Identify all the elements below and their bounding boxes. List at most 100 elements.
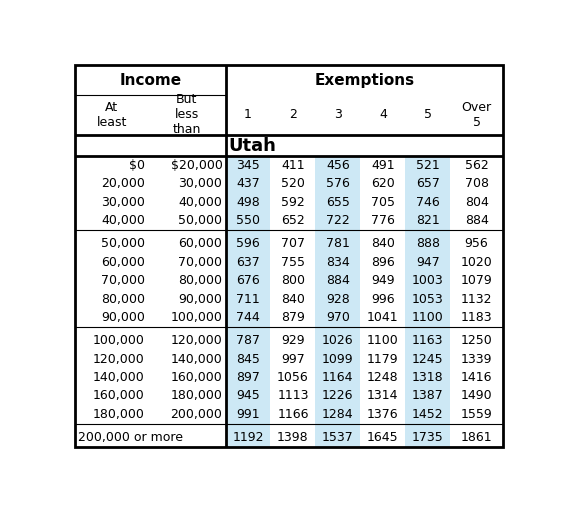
Text: 200,000 or more: 200,000 or more (78, 431, 183, 444)
Text: 160,000: 160,000 (93, 389, 145, 403)
Text: 1132: 1132 (461, 293, 492, 306)
Text: 40,000: 40,000 (179, 196, 222, 209)
Text: 947: 947 (416, 256, 440, 269)
Text: 1248: 1248 (367, 371, 399, 384)
Text: 120,000: 120,000 (171, 334, 222, 347)
Text: 80,000: 80,000 (101, 293, 145, 306)
Text: 1041: 1041 (367, 311, 399, 324)
Text: 2: 2 (289, 108, 297, 121)
Text: 1398: 1398 (277, 431, 309, 444)
Text: 840: 840 (371, 237, 395, 250)
Text: But
less
than: But less than (173, 93, 201, 136)
Text: 491: 491 (371, 159, 395, 172)
Text: 657: 657 (416, 177, 440, 191)
Text: 160,000: 160,000 (171, 371, 222, 384)
Text: 437: 437 (236, 177, 260, 191)
Text: 120,000: 120,000 (93, 352, 145, 366)
Text: 800: 800 (281, 274, 305, 287)
Text: 755: 755 (281, 256, 305, 269)
Text: 30,000: 30,000 (101, 196, 145, 209)
Text: 411: 411 (281, 159, 305, 172)
Text: 592: 592 (281, 196, 305, 209)
Text: 40,000: 40,000 (101, 214, 145, 227)
Text: 996: 996 (371, 293, 395, 306)
Text: 1179: 1179 (367, 352, 399, 366)
Text: 1079: 1079 (461, 274, 492, 287)
Text: $20,000: $20,000 (170, 159, 222, 172)
Text: 5: 5 (424, 108, 432, 121)
Text: 1645: 1645 (367, 431, 399, 444)
Text: 707: 707 (281, 237, 305, 250)
Text: 1192: 1192 (232, 431, 264, 444)
Text: 1416: 1416 (461, 371, 492, 384)
Bar (315, 156, 360, 447)
Text: 456: 456 (326, 159, 350, 172)
Text: 50,000: 50,000 (178, 214, 222, 227)
Text: 1376: 1376 (367, 408, 399, 421)
Text: 1163: 1163 (412, 334, 443, 347)
Text: 821: 821 (416, 214, 440, 227)
Text: 345: 345 (236, 159, 260, 172)
Text: $0: $0 (129, 159, 145, 172)
Text: 1053: 1053 (412, 293, 444, 306)
Text: 90,000: 90,000 (101, 311, 145, 324)
Text: 1314: 1314 (367, 389, 399, 403)
Text: 1452: 1452 (412, 408, 444, 421)
Text: 1166: 1166 (277, 408, 309, 421)
Text: 200,000: 200,000 (170, 408, 222, 421)
Text: 1164: 1164 (322, 371, 354, 384)
Text: 1735: 1735 (412, 431, 444, 444)
Text: 498: 498 (236, 196, 260, 209)
Text: 652: 652 (281, 214, 305, 227)
Text: 705: 705 (371, 196, 395, 209)
Text: 781: 781 (326, 237, 350, 250)
Text: 60,000: 60,000 (179, 237, 222, 250)
Text: 997: 997 (281, 352, 305, 366)
Text: 708: 708 (465, 177, 488, 191)
Text: 711: 711 (236, 293, 260, 306)
Text: Income: Income (119, 73, 182, 88)
Text: 1861: 1861 (461, 431, 492, 444)
Text: 562: 562 (465, 159, 488, 172)
Text: 1537: 1537 (322, 431, 354, 444)
Text: 991: 991 (236, 408, 260, 421)
Text: 929: 929 (281, 334, 305, 347)
Text: 1387: 1387 (412, 389, 444, 403)
Text: 1226: 1226 (322, 389, 354, 403)
Text: 30,000: 30,000 (179, 177, 222, 191)
Text: 576: 576 (326, 177, 350, 191)
Text: 1113: 1113 (277, 389, 309, 403)
Text: 1056: 1056 (277, 371, 309, 384)
Text: 1339: 1339 (461, 352, 492, 366)
Text: 928: 928 (326, 293, 350, 306)
Text: 744: 744 (236, 311, 260, 324)
Text: 949: 949 (371, 274, 395, 287)
Text: Over
5: Over 5 (461, 101, 492, 129)
Text: 1490: 1490 (461, 389, 492, 403)
Text: 840: 840 (281, 293, 305, 306)
Text: 140,000: 140,000 (93, 371, 145, 384)
Text: 804: 804 (465, 196, 488, 209)
Text: 970: 970 (326, 311, 350, 324)
Text: 1020: 1020 (461, 256, 492, 269)
Text: Exemptions: Exemptions (314, 73, 415, 88)
Text: 550: 550 (236, 214, 260, 227)
Text: Utah: Utah (228, 136, 276, 155)
Bar (406, 156, 450, 447)
Text: 100,000: 100,000 (170, 311, 222, 324)
Text: 520: 520 (281, 177, 305, 191)
Text: 620: 620 (371, 177, 395, 191)
Text: 888: 888 (416, 237, 440, 250)
Text: 1250: 1250 (461, 334, 492, 347)
Text: 897: 897 (236, 371, 260, 384)
Text: 70,000: 70,000 (178, 256, 222, 269)
Text: 1099: 1099 (322, 352, 354, 366)
Text: 787: 787 (236, 334, 260, 347)
Text: 1003: 1003 (412, 274, 444, 287)
Text: 90,000: 90,000 (179, 293, 222, 306)
Text: 722: 722 (326, 214, 350, 227)
Text: 80,000: 80,000 (178, 274, 222, 287)
Text: 1284: 1284 (322, 408, 354, 421)
Text: 180,000: 180,000 (170, 389, 222, 403)
Text: 956: 956 (465, 237, 488, 250)
